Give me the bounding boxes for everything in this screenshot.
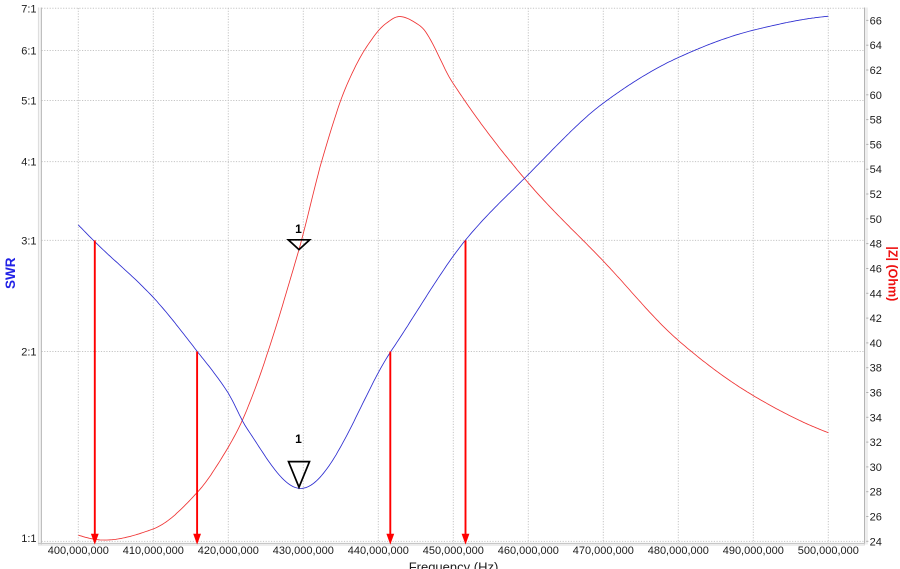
svg-text:3:1: 3:1 [21, 235, 36, 247]
svg-text:28: 28 [870, 487, 882, 499]
svg-text:58: 58 [870, 115, 882, 127]
svg-text:30: 30 [870, 462, 882, 474]
svg-text:40: 40 [870, 338, 882, 350]
svg-text:64: 64 [870, 40, 882, 52]
svg-text:52: 52 [870, 189, 882, 201]
svg-text:400,000,000: 400,000,000 [48, 545, 109, 557]
svg-text:60: 60 [870, 90, 882, 102]
svg-text:34: 34 [870, 412, 882, 424]
svg-text:38: 38 [870, 363, 882, 375]
svg-text:460,000,000: 460,000,000 [498, 545, 559, 557]
svg-text:36: 36 [870, 388, 882, 400]
svg-text:62: 62 [870, 65, 882, 77]
svg-text:56: 56 [870, 139, 882, 151]
svg-text:42: 42 [870, 313, 882, 325]
svg-text:7:1: 7:1 [21, 3, 36, 15]
svg-text:66: 66 [870, 15, 882, 27]
svg-text:26: 26 [870, 512, 882, 524]
svg-text:6:1: 6:1 [21, 46, 36, 58]
svg-text:1: 1 [295, 432, 302, 446]
svg-text:420,000,000: 420,000,000 [198, 545, 259, 557]
svg-text:5:1: 5:1 [21, 96, 36, 108]
svg-text:410,000,000: 410,000,000 [123, 545, 184, 557]
svg-text:490,000,000: 490,000,000 [723, 545, 784, 557]
svg-text:4:1: 4:1 [21, 157, 36, 169]
svg-text:46: 46 [870, 264, 882, 276]
svg-text:430,000,000: 430,000,000 [273, 545, 334, 557]
svg-text:32: 32 [870, 437, 882, 449]
svg-text:1:1: 1:1 [21, 533, 36, 545]
svg-text:480,000,000: 480,000,000 [648, 545, 709, 557]
svg-text:470,000,000: 470,000,000 [573, 545, 634, 557]
svg-text:|Z| (Ohm): |Z| (Ohm) [886, 246, 900, 301]
svg-text:1: 1 [295, 222, 302, 236]
svg-text:Frequency (Hz): Frequency (Hz) [409, 560, 499, 569]
svg-text:24: 24 [870, 536, 882, 548]
svg-text:440,000,000: 440,000,000 [348, 545, 409, 557]
svg-text:54: 54 [870, 164, 882, 176]
svg-text:2:1: 2:1 [21, 347, 36, 359]
svg-text:48: 48 [870, 239, 882, 251]
svg-text:44: 44 [870, 288, 882, 300]
svg-text:450,000,000: 450,000,000 [423, 545, 484, 557]
svg-text:50: 50 [870, 214, 882, 226]
svg-text:SWR: SWR [3, 257, 18, 289]
svg-text:500,000,000: 500,000,000 [798, 545, 859, 557]
